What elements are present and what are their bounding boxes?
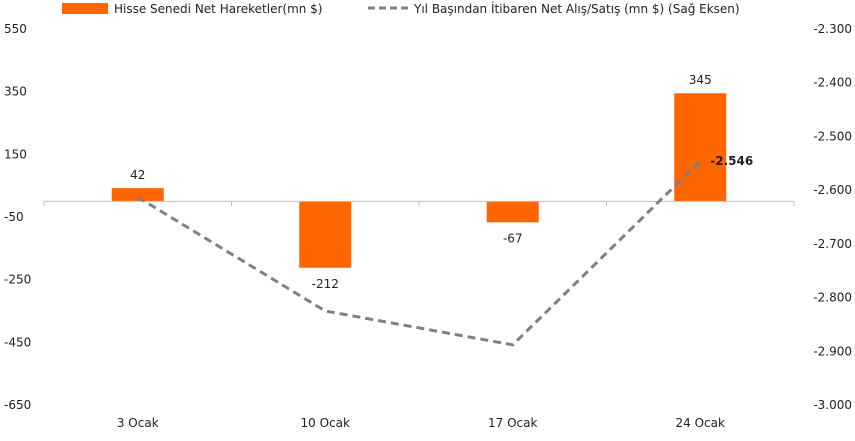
bar-value-label: -67 [503, 231, 523, 245]
right-axis-ticks: -2.300 -2.400 -2.500 -2.600 -2.700 -2.800 -2.9… [813, 22, 852, 412]
left-tick-label: -450 [4, 335, 31, 349]
bar [674, 93, 727, 202]
right-tick-label: -2.800 [813, 291, 852, 305]
right-tick-label: -2.900 [813, 344, 852, 358]
bar [486, 201, 539, 223]
right-tick-label: -3.000 [813, 398, 852, 412]
bar-series [111, 93, 727, 268]
line-path [136, 160, 702, 347]
right-tick-label: -2.700 [813, 237, 852, 251]
bar-value-label: -212 [312, 277, 339, 291]
legend: Hisse Senedi Net Hareketler(mn $) Yıl Ba… [62, 1, 740, 16]
legend-bar-label: Hisse Senedi Net Hareketler(mn $) [114, 2, 323, 16]
right-tick-label: -2.600 [813, 183, 852, 197]
left-tick-label: 150 [4, 147, 27, 161]
left-tick-label: 350 [4, 85, 27, 99]
right-tick-label: -2.300 [813, 22, 852, 36]
legend-bar-swatch [62, 3, 108, 14]
line-last-value-label: -2.546 [710, 154, 753, 168]
bar-data-labels: 42 -212 -67 345 [130, 73, 712, 291]
right-tick-label: -2.500 [813, 129, 852, 143]
bar-value-label: 42 [130, 168, 145, 182]
category-label: 24 Ocak [676, 416, 725, 430]
left-tick-label: -50 [4, 210, 24, 224]
category-label: 17 Ocak [488, 416, 537, 430]
category-label: 3 Ocak [117, 416, 159, 430]
left-tick-label: -250 [4, 273, 31, 287]
bar [111, 188, 164, 202]
category-label: 10 Ocak [301, 416, 350, 430]
legend-line-label: Yıl Başından İtibaren Net Alış/Satış (mn… [413, 1, 740, 16]
right-tick-label: -2.400 [813, 76, 852, 90]
bar [299, 201, 352, 268]
category-labels: 3 Ocak 10 Ocak 17 Ocak 24 Ocak [117, 416, 725, 430]
bar-value-label: 345 [689, 73, 712, 87]
left-axis-ticks: 550 350 150 -50 -250 -450 -650 [4, 22, 31, 412]
line-series: -2.546 [136, 154, 753, 347]
left-tick-label: -650 [4, 398, 31, 412]
left-tick-label: 550 [4, 22, 27, 36]
category-tick-marks [43, 201, 795, 207]
